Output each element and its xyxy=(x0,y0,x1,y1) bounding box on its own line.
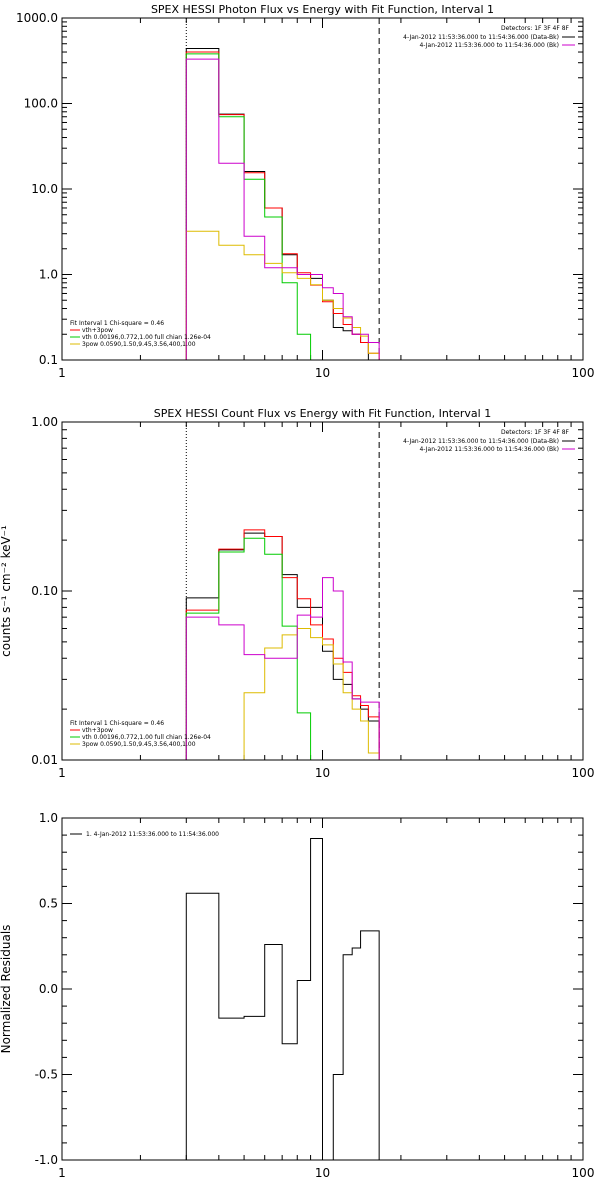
series-line xyxy=(185,47,380,360)
plot-frame xyxy=(61,817,584,1161)
x-tick-label: 1 xyxy=(58,766,66,780)
x-tick-label: 1 xyxy=(58,366,66,380)
legend-entry-label: 4-Jan-2012 11:53:36.000 to 11:54:36.000 … xyxy=(403,438,559,445)
y-tick-label: 1.0 xyxy=(39,811,58,825)
legend-entry-label: 3pow 0.0590,1.50,9.45,3.56,400,1.00 xyxy=(82,741,196,748)
y-tick-label: 0.5 xyxy=(39,897,58,911)
y-tick-label: 0.1 xyxy=(39,353,58,367)
series-line xyxy=(185,537,312,760)
x-tick-label: 10 xyxy=(315,766,330,780)
y-tick-label: -0.5 xyxy=(35,1068,58,1082)
legend-header: Detectors: 1F 3F 4F 8F xyxy=(501,429,570,436)
legend-header: Fit Interval 1 Chi-square = 0.46 xyxy=(70,320,164,327)
legend-entry-label: 4-Jan-2012 11:53:36.000 to 11:54:36.000 … xyxy=(419,42,559,49)
x-tick-label: 10 xyxy=(315,366,330,380)
x-tick-label: 1 xyxy=(58,1166,66,1180)
plot-frame xyxy=(61,421,584,761)
legend-header: Fit Interval 1 Chi-square = 0.46 xyxy=(70,720,164,727)
series-line xyxy=(185,529,380,760)
legend-entry-label: 4-Jan-2012 11:53:36.000 to 11:54:36.000 … xyxy=(419,446,559,453)
y-axis-label: Normalized Residuals xyxy=(0,925,13,1054)
legend-header: Detectors: 1F 3F 4F 8F xyxy=(501,25,570,32)
x-tick-label: 100 xyxy=(572,366,595,380)
y-tick-label: 0.0 xyxy=(39,982,58,996)
y-tick-label: 1.0 xyxy=(39,268,58,282)
y-tick-label: 100.0 xyxy=(24,97,58,111)
y-tick-label: 1.00 xyxy=(31,415,58,429)
legend-entry-label: vth 0.00196,0.772,1.00 full chian 1.26e-… xyxy=(82,734,211,741)
y-axis-label: counts s⁻¹ cm⁻² keV⁻¹ xyxy=(0,525,13,657)
legend-entry-label: 1. 4-Jan-2012 11:53:36.000 to 11:54:36.0… xyxy=(86,831,219,838)
series-line xyxy=(185,577,380,760)
series-line xyxy=(185,838,380,1160)
y-tick-label: 1000.0 xyxy=(16,11,58,25)
series-line xyxy=(185,532,380,760)
legend-entry-label: 4-Jan-2012 11:53:36.000 to 11:54:36.000 … xyxy=(403,34,559,41)
series-line xyxy=(243,627,380,760)
series-line xyxy=(185,58,380,360)
y-tick-label: -1.0 xyxy=(35,1153,58,1167)
legend-entry-label: 3pow 0.0590,1.50,9.45,3.56,400,1.00 xyxy=(82,341,196,348)
x-tick-label: 100 xyxy=(572,1166,595,1180)
y-tick-label: 0.10 xyxy=(31,584,58,598)
series-line xyxy=(185,230,380,360)
x-tick-label: 100 xyxy=(572,766,595,780)
plot-frame xyxy=(61,17,584,361)
chart-title: SPEX HESSI Photon Flux vs Energy with Fi… xyxy=(151,3,494,16)
y-tick-label: 0.01 xyxy=(31,753,58,767)
legend-entry-label: vth+3pow xyxy=(82,327,113,334)
chart-title: SPEX HESSI Count Flux vs Energy with Fit… xyxy=(154,407,491,420)
legend-entry-label: vth+3pow xyxy=(82,727,113,734)
legend-entry-label: vth 0.00196,0.772,1.00 full chian 1.26e-… xyxy=(82,334,211,341)
y-tick-label: 10.0 xyxy=(31,182,58,196)
series-line xyxy=(185,53,312,360)
x-tick-label: 10 xyxy=(315,1166,330,1180)
